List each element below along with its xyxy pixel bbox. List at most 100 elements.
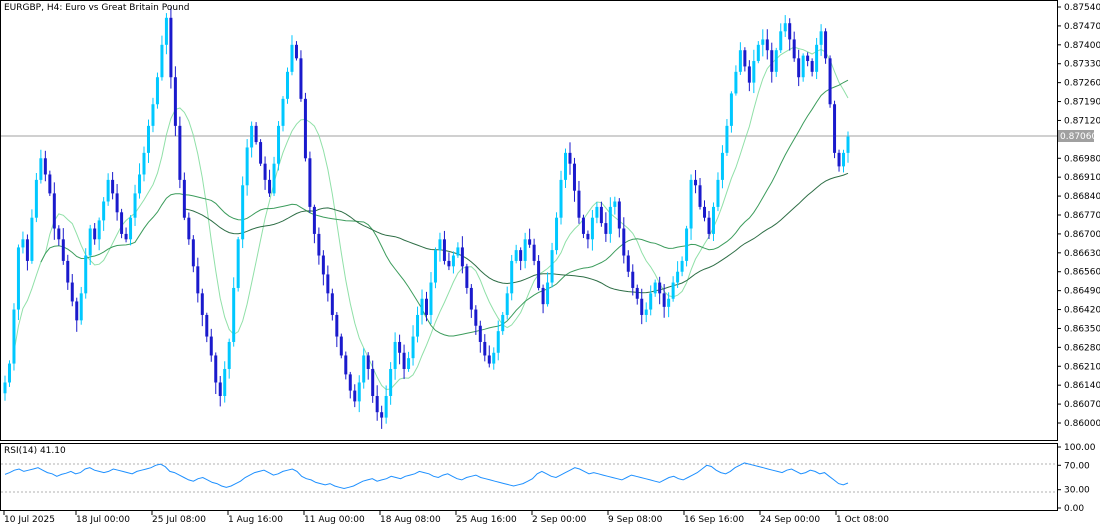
candle-body	[487, 355, 491, 364]
candle-body	[348, 374, 352, 391]
candle-body	[21, 239, 25, 248]
candle-body	[729, 93, 733, 126]
candle-body	[357, 382, 361, 402]
chart-title: EURGBP, H4: Euro vs Great Britain Pound	[4, 3, 189, 13]
candle-body	[590, 217, 594, 240]
candle-body	[200, 293, 204, 315]
price-tick-label: 0.86210	[1064, 362, 1100, 372]
candle-body	[680, 260, 684, 272]
candle-body	[353, 390, 357, 402]
candle-body	[649, 293, 653, 310]
candle-body	[568, 152, 572, 164]
candle-body	[115, 193, 119, 213]
candle-body	[129, 217, 133, 240]
candle-body	[124, 233, 128, 240]
candle-body	[456, 247, 460, 256]
price-axis: 0.87540 0.87470 0.87400 0.87330 0.87260 0.871…	[1057, 3, 1100, 429]
price-tick-label: 0.86910	[1064, 173, 1100, 183]
candle-body	[478, 325, 482, 342]
candle-body	[806, 55, 810, 62]
price-tick-label: 0.87330	[1064, 60, 1100, 70]
candle-body	[433, 250, 437, 283]
candle-body	[442, 239, 446, 261]
candle-body	[698, 185, 702, 207]
candle-body	[783, 23, 787, 32]
candle-body	[555, 217, 559, 251]
ma-mid-line	[40, 79, 849, 337]
candle-body	[541, 287, 545, 305]
candle-body	[93, 228, 97, 240]
candle-body	[160, 44, 164, 78]
candle-body	[756, 44, 760, 62]
candle-body	[599, 206, 603, 224]
candle-body	[685, 228, 689, 261]
candle-body	[371, 368, 375, 396]
candle-body	[765, 39, 769, 51]
time-tick-label: 1 Aug 16:00	[228, 515, 283, 525]
time-tick-label: 25 Jul 08:00	[152, 515, 206, 525]
candle-body	[550, 250, 554, 283]
candle-body	[299, 58, 303, 99]
candle-body	[330, 293, 334, 315]
candle-body	[577, 190, 581, 218]
candle-body	[617, 201, 621, 229]
candle-body	[245, 147, 249, 186]
candle-body	[290, 44, 294, 72]
candle-body	[178, 125, 182, 180]
price-tick-label: 0.86420	[1064, 306, 1100, 316]
price-tick-label: 0.86490	[1064, 287, 1100, 297]
candle-body	[801, 55, 805, 78]
candle-body	[366, 355, 370, 369]
candle-body	[842, 152, 846, 167]
candle-body	[770, 50, 774, 72]
candle-body	[667, 298, 671, 307]
candle-body	[227, 341, 231, 369]
candle-body	[510, 260, 514, 294]
price-tick-label: 0.87190	[1064, 98, 1100, 108]
candle-body	[196, 266, 200, 294]
candle-body	[16, 247, 20, 310]
candle-body	[285, 71, 289, 99]
candle-body	[3, 382, 7, 394]
candle-body	[460, 247, 464, 267]
time-axis: 10 Jul 2025 18 Jul 00:00 25 Jul 08:00 1 Aug…	[3, 511, 889, 525]
candle-body	[676, 271, 680, 283]
candle-body	[407, 358, 411, 369]
price-tick-label: 0.86630	[1064, 249, 1100, 259]
candle-body	[752, 61, 756, 83]
candle-body	[564, 152, 568, 180]
time-tick-label: 18 Aug 08:00	[380, 515, 441, 525]
candle-body	[501, 314, 505, 332]
candle-body	[743, 50, 747, 67]
rsi-tick-label: 70.00	[1064, 461, 1090, 471]
price-tick-label: 0.87540	[1064, 3, 1100, 13]
candle-body	[416, 314, 420, 337]
price-tick-label: 0.87470	[1064, 22, 1100, 32]
candle-body	[653, 282, 657, 294]
ma-slow-line	[184, 172, 849, 294]
price-tick-label: 0.86700	[1064, 230, 1100, 240]
candle-body	[218, 382, 222, 396]
candle-body	[384, 395, 388, 418]
candle-body	[335, 314, 339, 337]
candle-body	[720, 152, 724, 180]
candle-body	[420, 298, 424, 315]
candle-body	[120, 212, 124, 234]
candle-body	[254, 125, 258, 143]
candle-body	[75, 301, 79, 321]
candle-body	[272, 163, 276, 194]
rsi-panel	[0, 443, 1058, 511]
candle-body	[819, 31, 823, 45]
candle-body	[209, 336, 213, 356]
candle-body	[451, 255, 455, 267]
candle-body	[236, 239, 240, 288]
candle-body	[232, 287, 236, 342]
candle-body	[425, 298, 428, 315]
candle-body	[662, 293, 666, 307]
candle-body	[447, 260, 451, 267]
candle-body	[738, 50, 742, 72]
price-tick-label: 0.87400	[1064, 41, 1100, 51]
time-tick-label: 24 Sep 00:00	[760, 515, 820, 525]
candle-body	[469, 287, 473, 310]
price-tick-label: 0.86350	[1064, 324, 1100, 334]
